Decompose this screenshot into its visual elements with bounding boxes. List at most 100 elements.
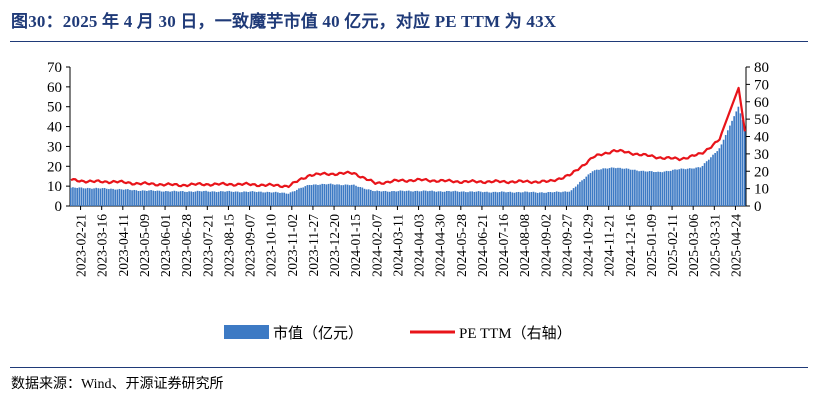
bar-mark <box>251 191 254 206</box>
bar-mark <box>568 191 571 206</box>
bar-mark <box>105 188 108 206</box>
bar-mark <box>393 191 395 206</box>
bar-mark <box>579 181 581 206</box>
bar-mark <box>118 188 121 206</box>
y-left-tick-label: 20 <box>47 159 62 175</box>
bar-mark <box>608 168 611 206</box>
bar-mark <box>733 116 735 206</box>
bar-mark <box>414 190 416 206</box>
y-left-tick-label: 40 <box>47 120 62 136</box>
bar-mark <box>405 190 408 206</box>
bar-mark <box>511 192 514 206</box>
bar-mark <box>739 113 742 206</box>
bar-mark <box>219 191 222 206</box>
bar-mark <box>258 191 260 206</box>
bar-mark <box>344 184 347 206</box>
bar-mark <box>602 168 604 206</box>
bar-mark <box>661 172 664 206</box>
y-right-tick-label: 80 <box>754 60 769 76</box>
pe-line <box>70 86 747 189</box>
bar-mark <box>517 191 520 206</box>
bar-mark <box>200 191 203 206</box>
bar-mark <box>707 159 710 206</box>
bar-mark <box>97 188 100 206</box>
bar-mark <box>726 130 729 206</box>
bar-mark <box>498 192 501 206</box>
bar-mark <box>296 189 298 206</box>
bar-mark <box>631 169 634 206</box>
bar-mark <box>693 168 695 206</box>
bar-mark <box>634 169 636 206</box>
bar-mark <box>110 188 112 206</box>
bar-mark <box>737 106 740 206</box>
bar-mark <box>211 191 214 206</box>
x-tick-label: 2023-06-01 <box>158 214 173 277</box>
bar-mark <box>350 184 353 206</box>
bar-mark <box>469 191 471 206</box>
bar-mark <box>135 190 138 206</box>
bar-mark <box>545 192 547 206</box>
bar-mark <box>154 191 157 206</box>
bar-mark <box>513 192 516 206</box>
bar-mark <box>403 191 406 206</box>
bar-mark <box>716 151 719 206</box>
x-tick-label: 2024-04-03 <box>412 214 427 277</box>
bar-mark <box>538 192 541 206</box>
bar-mark <box>262 192 264 206</box>
bar-mark <box>264 192 266 206</box>
bar-mark <box>488 192 490 206</box>
bar-mark <box>479 191 482 206</box>
x-tick-label: 2023-06-28 <box>179 214 194 277</box>
y-right-tick-label: 40 <box>754 130 769 146</box>
x-tick-label: 2023-11-02 <box>285 214 300 277</box>
bar-mark <box>477 191 480 206</box>
bar-mark <box>629 169 632 206</box>
bar-mark <box>591 171 594 206</box>
bar-mark <box>530 192 533 206</box>
bar-mark <box>524 191 526 206</box>
x-tick-label: 2024-08-08 <box>517 214 532 277</box>
bar-mark <box>148 190 150 206</box>
bar-mark <box>735 111 738 206</box>
bar-mark <box>99 188 102 206</box>
bar-mark <box>682 168 685 206</box>
bar-mark <box>557 191 560 206</box>
bar-mark <box>287 193 290 206</box>
bar-mark <box>467 192 469 206</box>
bar-mark <box>566 191 569 206</box>
bar-mark <box>534 192 537 206</box>
bar-mark <box>329 183 332 206</box>
bar-mark <box>460 191 463 206</box>
bar-mark <box>684 169 687 206</box>
bar-mark <box>536 192 539 206</box>
x-tick-label: 2023-08-15 <box>221 214 236 277</box>
bar-mark <box>621 168 624 206</box>
line-series-group <box>70 86 747 189</box>
bar-mark <box>653 171 655 206</box>
bar-mark <box>570 190 573 206</box>
y-left-tick-label: 10 <box>47 179 62 195</box>
bar-mark <box>718 148 721 206</box>
bar-mark <box>374 191 376 206</box>
bar-mark <box>131 190 133 206</box>
bar-mark <box>190 191 193 206</box>
bar-mark <box>80 187 83 206</box>
x-tick-label: 2024-01-15 <box>348 214 363 277</box>
bar-mark <box>213 191 216 206</box>
bar-mark <box>429 190 431 206</box>
bar-mark <box>367 189 370 206</box>
bar-mark <box>162 191 165 206</box>
bar-mark <box>581 180 583 206</box>
bar-mark <box>669 170 672 206</box>
bar-mark <box>431 190 433 206</box>
bar-mark <box>644 171 647 206</box>
bar-mark <box>612 167 615 206</box>
bar-mark <box>555 191 558 206</box>
bar-mark <box>458 191 461 206</box>
bar-mark <box>253 191 256 206</box>
bar-mark <box>454 190 457 206</box>
x-tick-label: 2024-05-28 <box>454 214 469 277</box>
bar-mark <box>279 192 281 206</box>
bar-mark <box>245 191 247 206</box>
bar-mark <box>549 191 552 206</box>
